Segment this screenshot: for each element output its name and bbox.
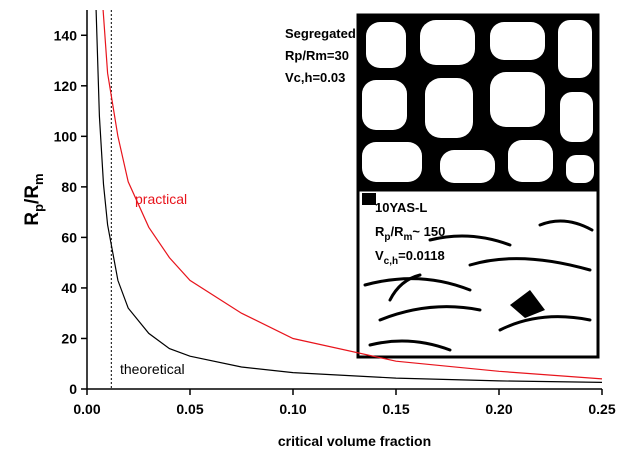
inset-text: Rp/Rm=30 bbox=[285, 48, 349, 63]
y-label-part: m bbox=[31, 173, 46, 185]
series-label: theoretical bbox=[120, 361, 185, 377]
y-tick-label: 20 bbox=[61, 330, 77, 346]
x-tick-label: 0.15 bbox=[382, 401, 409, 417]
inset-text-part: Vc,h=0.03 bbox=[285, 70, 345, 85]
y-tick-label: 120 bbox=[54, 78, 78, 94]
inset-text-part: Segregated bbox=[285, 26, 356, 41]
x-tick-label: 0.10 bbox=[279, 401, 306, 417]
x-tick-label: 0.25 bbox=[588, 401, 615, 417]
y-tick-label: 40 bbox=[61, 280, 77, 296]
y-axis-label: Rp/Rm bbox=[22, 173, 46, 225]
inset-bottom bbox=[358, 190, 598, 357]
x-tick-label: 0.05 bbox=[176, 401, 203, 417]
inset-top bbox=[358, 15, 598, 187]
inset-text-part: 10YAS-L bbox=[375, 200, 427, 215]
inset-text-part: Rp/Rm=30 bbox=[285, 48, 349, 63]
y-tick-label: 100 bbox=[54, 128, 78, 144]
inset-text: Segregated bbox=[285, 26, 356, 41]
series-label: practical bbox=[135, 191, 187, 207]
inset-text-part: c,h bbox=[384, 256, 398, 267]
y-tick-label: 60 bbox=[61, 229, 77, 245]
x-axis-label: critical volume fraction bbox=[278, 433, 431, 449]
inset-text-part: m bbox=[404, 232, 413, 243]
inset-text-part: =0.0118 bbox=[398, 248, 445, 263]
x-tick-label: 0.20 bbox=[485, 401, 512, 417]
inset-text-part: V bbox=[375, 248, 384, 263]
y-tick-label: 140 bbox=[54, 27, 78, 43]
inset-text: 10YAS-L bbox=[375, 200, 427, 215]
y-label-part: /R bbox=[22, 185, 43, 204]
chart: 0.00 0.05 0.10 0.15 0.20 0.25 0 20 40 60 80 100 120 1… bbox=[0, 0, 618, 457]
y-label-part: p bbox=[31, 204, 46, 212]
x-tick-label: 0.00 bbox=[73, 401, 100, 417]
y-label-part: R bbox=[22, 212, 43, 226]
y-tick-label: 80 bbox=[61, 179, 77, 195]
y-tick-label: 0 bbox=[69, 381, 77, 397]
inset-text: Vc,h=0.03 bbox=[285, 70, 345, 85]
inset-text-part: ~ 150 bbox=[412, 224, 445, 239]
inset-text-part: /R bbox=[391, 224, 405, 239]
